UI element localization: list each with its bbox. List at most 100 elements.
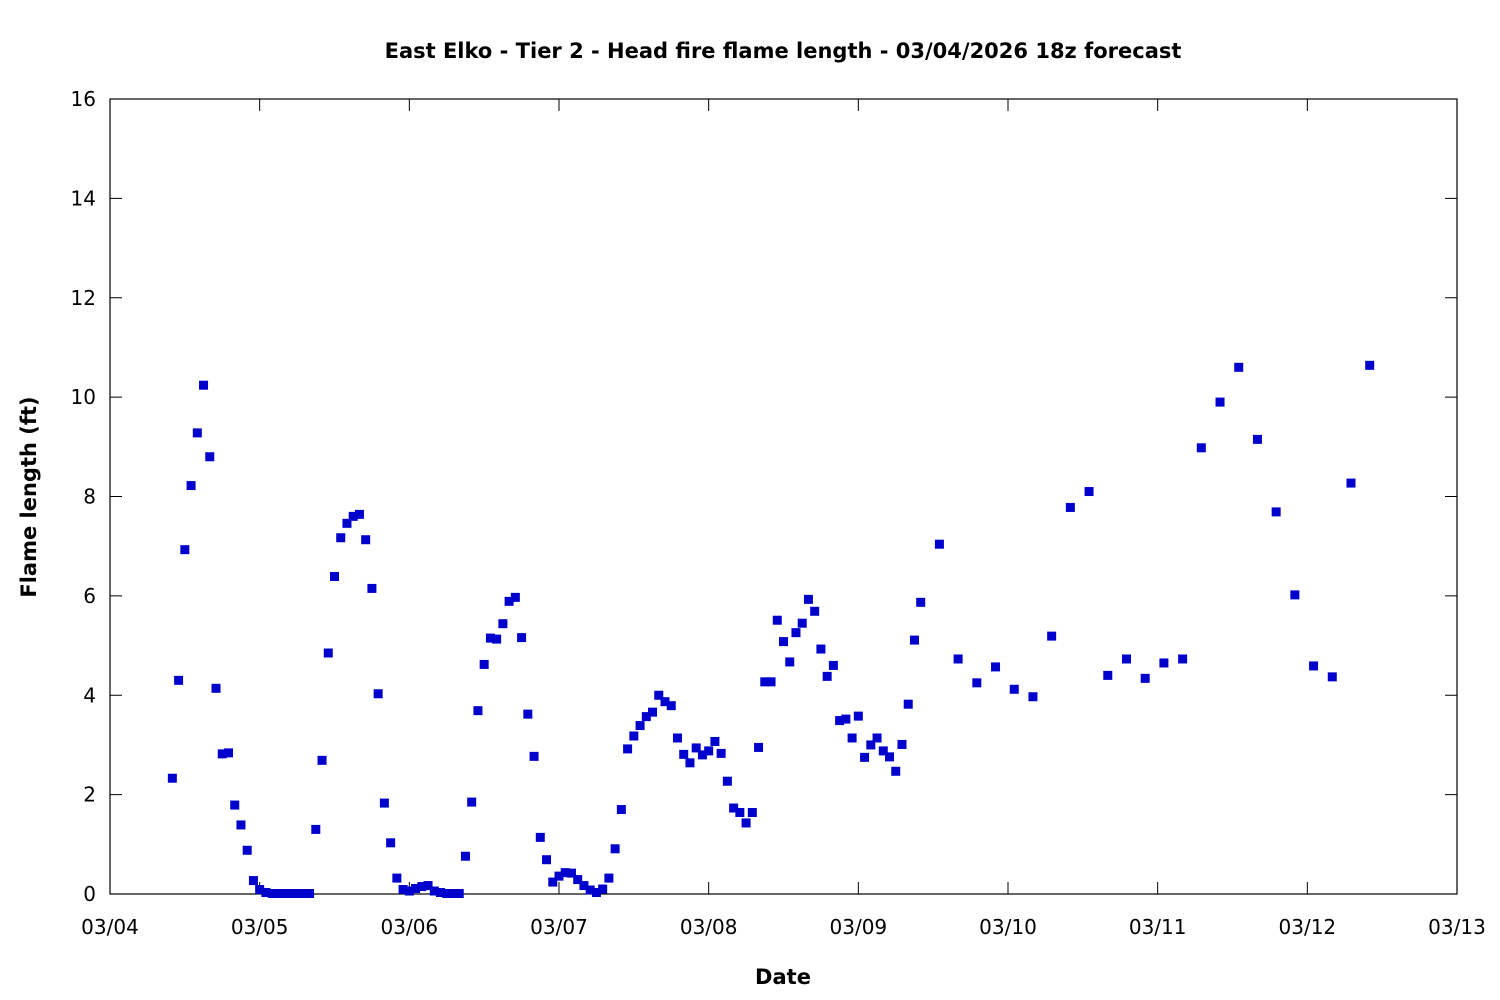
data-point (392, 873, 402, 883)
data-point (878, 746, 888, 756)
data-point (330, 571, 339, 581)
data-point (735, 808, 745, 818)
data-point (255, 885, 265, 895)
data-point (1065, 502, 1075, 512)
data-point (835, 716, 845, 726)
data-point (236, 820, 246, 830)
chart-title: East Elko - Tier 2 - Head fire flame len… (385, 39, 1182, 63)
data-point (192, 428, 202, 438)
data-point (267, 889, 277, 899)
data-point (492, 634, 502, 644)
x-tick-label: 03/12 (1279, 915, 1337, 939)
data-point (1271, 507, 1281, 517)
data-point (1346, 478, 1356, 488)
y-tick-label: 16 (71, 87, 96, 111)
data-point (1009, 684, 1019, 694)
data-point (1047, 631, 1057, 641)
data-point (629, 731, 639, 741)
data-point (323, 648, 333, 658)
x-tick-label: 03/09 (830, 915, 888, 939)
data-point (379, 798, 389, 808)
x-axis-ticks: 03/04 03/05 03/06 03/07 03/08 03/09 03/10 03/11… (81, 99, 1486, 939)
data-point (591, 888, 601, 898)
data-point (174, 675, 184, 685)
data-point (348, 511, 358, 521)
data-point (779, 637, 788, 647)
data-point (1365, 360, 1375, 370)
data-point (442, 889, 452, 899)
x-tick-label: 03/05 (231, 915, 289, 939)
data-point (754, 742, 764, 752)
data-point (211, 683, 221, 693)
data-point (909, 635, 919, 645)
data-point (398, 885, 408, 895)
data-point (404, 886, 414, 896)
x-tick-label: 03/13 (1428, 915, 1486, 939)
data-point (934, 539, 944, 549)
data-point (167, 773, 177, 783)
data-point (510, 592, 520, 602)
data-point (230, 800, 240, 810)
data-point (866, 740, 876, 750)
data-point (242, 845, 252, 855)
data-point (797, 618, 807, 628)
data-point (336, 533, 346, 543)
data-point (760, 677, 770, 687)
x-tick-label: 03/04 (81, 915, 139, 939)
data-point (479, 659, 489, 669)
data-point (504, 596, 514, 606)
x-tick-label: 03/06 (381, 915, 439, 939)
data-point (872, 733, 882, 743)
data-point (517, 633, 527, 643)
data-point (529, 751, 539, 761)
y-tick-label: 2 (83, 783, 96, 807)
y-tick-label: 12 (71, 286, 96, 310)
data-point (186, 481, 196, 491)
data-point (223, 748, 233, 758)
y-axis-ticks: 0 2 4 6 8 10 12 14 16 (71, 87, 1457, 906)
data-point (598, 884, 608, 894)
data-point (573, 875, 583, 885)
data-point (1084, 487, 1094, 497)
data-point (417, 882, 427, 892)
data-point (429, 886, 439, 896)
y-tick-label: 4 (83, 683, 96, 707)
y-tick-label: 14 (71, 186, 96, 210)
data-point (610, 844, 620, 854)
x-tick-label: 03/08 (680, 915, 738, 939)
data-point (853, 711, 863, 721)
x-tick-label: 03/07 (530, 915, 588, 939)
data-point (766, 677, 776, 687)
data-point (205, 452, 215, 462)
data-point (722, 776, 732, 786)
plot-area-frame (109, 98, 1458, 895)
data-point (1196, 443, 1206, 453)
data-point (691, 743, 701, 753)
data-point (635, 721, 645, 731)
x-tick-label: 03/10 (979, 915, 1037, 939)
data-point (554, 871, 564, 881)
data-point (411, 884, 421, 894)
data-point (560, 868, 570, 878)
data-point (342, 518, 352, 528)
data-point (261, 888, 271, 898)
data-point (305, 889, 315, 899)
data-point (916, 597, 926, 607)
data-point (1215, 397, 1225, 407)
data-point (1290, 590, 1300, 600)
data-point (367, 583, 377, 593)
data-point (604, 873, 614, 883)
data-point (991, 662, 1001, 672)
data-point (1028, 692, 1038, 702)
data-point (729, 803, 739, 813)
data-point (485, 633, 495, 643)
data-point (448, 889, 458, 899)
x-tick-label: 03/11 (1129, 915, 1187, 939)
data-point (704, 746, 714, 756)
data-point (566, 868, 576, 878)
data-point (891, 766, 901, 776)
data-point (623, 744, 633, 754)
data-point (685, 758, 695, 768)
data-point (473, 706, 483, 716)
